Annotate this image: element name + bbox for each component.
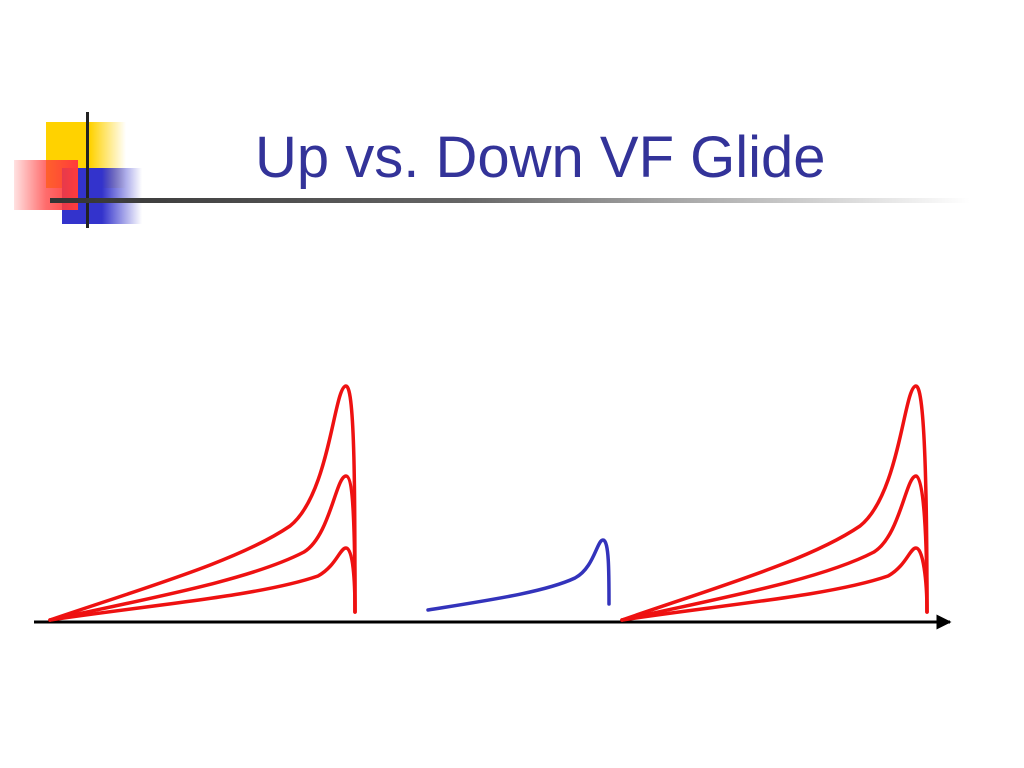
- down-glide: [426, 538, 611, 612]
- up-glide-group-left: [48, 384, 357, 622]
- down-glide-pulse: [426, 538, 611, 612]
- slide-title: Up vs. Down VF Glide: [255, 125, 826, 190]
- up-glide-group-right: [620, 384, 929, 622]
- up-glide-pulse-small: [48, 546, 357, 622]
- up-glide-pulse-large: [620, 384, 929, 622]
- title-rule: [50, 198, 970, 203]
- title-ornament: [14, 112, 970, 228]
- up-glide-pulse-large: [48, 384, 357, 622]
- up-glide-pulse-medium: [620, 474, 929, 622]
- up-glide-pulse-small: [620, 546, 929, 622]
- ornament-vertical-bar: [86, 112, 89, 228]
